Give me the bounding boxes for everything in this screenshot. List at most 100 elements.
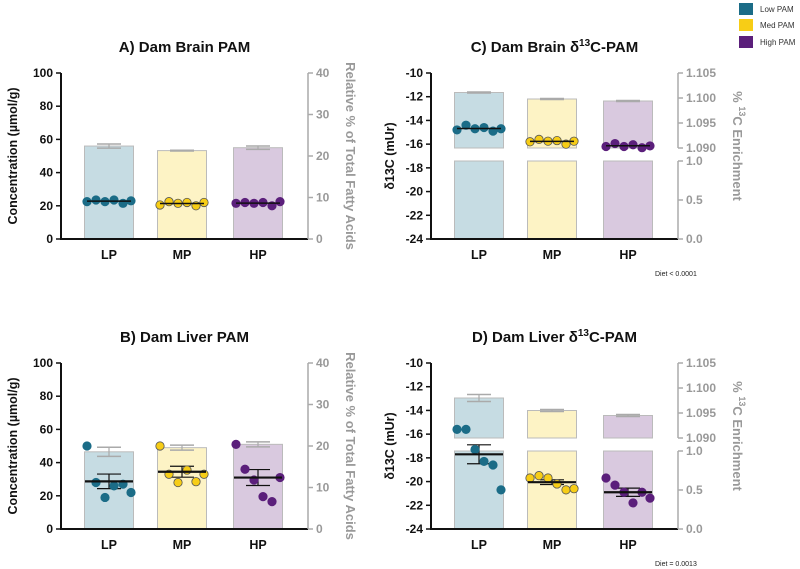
stat-annotation: Diet < 0.0001 [655, 271, 697, 278]
bar [84, 145, 134, 240]
left-tick-label: 0 [46, 522, 53, 536]
bar-mp [527, 97, 577, 240]
data-point [543, 473, 553, 483]
x-tick-label: MP [173, 538, 192, 552]
bar-lower-segment [603, 160, 653, 240]
bar-mp [157, 149, 207, 240]
points-mp [155, 197, 209, 211]
points-lp [82, 441, 136, 503]
bar-mp [527, 408, 577, 530]
axis-title-text: Relative % of Total Fatty Acids [343, 62, 358, 250]
title-superscript: 13 [578, 328, 590, 339]
right-tick-label: 1.090 [686, 431, 716, 445]
data-point [637, 143, 647, 153]
right-tick-label: 1.100 [686, 381, 716, 395]
legend-label: Low PAM [760, 5, 794, 14]
right-tick-label: 20 [316, 439, 330, 453]
legend-swatch [739, 19, 753, 31]
left-tick-label: 60 [40, 132, 54, 146]
left-tick-label: -14 [406, 113, 424, 127]
x-tick-label: LP [471, 538, 487, 552]
panel-title: D) Dam Liver δ13C-PAM [472, 328, 637, 346]
bar-hp [233, 441, 283, 530]
right-tick-label: 0.0 [686, 232, 703, 246]
left-tick-label: -18 [406, 161, 424, 175]
data-point [601, 473, 611, 483]
bar-hp [233, 145, 283, 240]
legend-swatch [739, 36, 753, 48]
title-text: C) Dam Brain δ [471, 39, 579, 56]
title-text: A) Dam Brain PAM [119, 39, 250, 56]
data-point [155, 200, 165, 210]
points-mp [155, 441, 209, 488]
data-point [173, 477, 183, 488]
right-tick-label: 0.5 [686, 483, 703, 497]
axis-title-superscript: 13 [737, 106, 747, 116]
bar [233, 443, 283, 530]
panel-d: D) Dam Liver δ13C-PAM-24-22-20-18-16-14-… [383, 328, 747, 568]
axis-title-text: % [730, 381, 745, 396]
right-tick-label: 1.0 [686, 154, 703, 168]
title-text-suffix: C-PAM [590, 39, 638, 56]
right-tick-label: 20 [316, 149, 330, 163]
left-tick-label: -24 [406, 232, 424, 246]
panel-b: B) Dam Liver PAM020406080100Concentratio… [6, 329, 358, 552]
x-tick-label: MP [543, 248, 562, 262]
left-axis-title: δ13C (mUr) [383, 412, 397, 479]
left-tick-label: 80 [40, 99, 54, 113]
data-point [267, 497, 277, 507]
bar-hp [603, 413, 653, 530]
legend-item: High PAM [739, 36, 796, 48]
left-tick-label: -16 [406, 427, 424, 441]
left-tick-label: -16 [406, 137, 424, 151]
data-point [479, 456, 489, 467]
left-axis-title: Concentration (µmol/g) [6, 87, 20, 224]
data-point [552, 135, 562, 146]
data-point [109, 481, 119, 491]
data-point [569, 484, 579, 494]
bar-upper-segment [603, 100, 653, 149]
left-tick-label: 80 [40, 389, 54, 403]
left-tick-label: -12 [406, 90, 424, 104]
points-mp [525, 134, 579, 149]
data-point [182, 465, 192, 475]
left-tick-label: -20 [406, 475, 424, 489]
bar [157, 447, 207, 530]
axis-title-text: C Enrichment [730, 116, 745, 201]
data-point [182, 197, 192, 208]
left-tick-label: 20 [40, 489, 54, 503]
right-tick-label: 1.095 [686, 116, 716, 130]
right-tick-label: 1.0 [686, 444, 703, 458]
right-tick-label: 0.5 [686, 193, 703, 207]
right-tick-label: 0.0 [686, 522, 703, 536]
panel-title: C) Dam Brain δ13C-PAM [471, 38, 638, 56]
data-point [610, 480, 620, 490]
legend-swatch [739, 3, 753, 15]
data-point [552, 479, 562, 489]
points-lp [82, 195, 136, 208]
data-point [645, 493, 655, 503]
left-tick-label: -22 [406, 498, 424, 512]
legend: Low PAM Med PAM High PAM [739, 3, 796, 48]
bar [233, 147, 283, 240]
legend-item: Low PAM [739, 3, 794, 15]
title-superscript: 13 [579, 38, 591, 49]
panel-a: A) Dam Brain PAM020406080100Concentratio… [6, 39, 358, 262]
right-tick-label: 40 [316, 356, 330, 370]
points-lp [452, 120, 506, 136]
data-point [461, 424, 471, 434]
panel-title: A) Dam Brain PAM [119, 39, 250, 56]
x-tick-label: LP [101, 538, 117, 552]
right-tick-label: 0 [316, 522, 323, 536]
bar-upper-segment [527, 410, 577, 439]
left-tick-label: 40 [40, 166, 54, 180]
title-text: B) Dam Liver PAM [120, 329, 249, 346]
bar-lower-segment [527, 160, 577, 240]
bar-lp [84, 143, 134, 240]
data-point [126, 487, 136, 498]
data-point [628, 498, 638, 508]
panels: A) Dam Brain PAM020406080100Concentratio… [6, 38, 747, 568]
stat-annotation: Diet = 0.0013 [655, 561, 697, 568]
bar-upper-segment [454, 92, 504, 149]
data-point [496, 485, 506, 495]
